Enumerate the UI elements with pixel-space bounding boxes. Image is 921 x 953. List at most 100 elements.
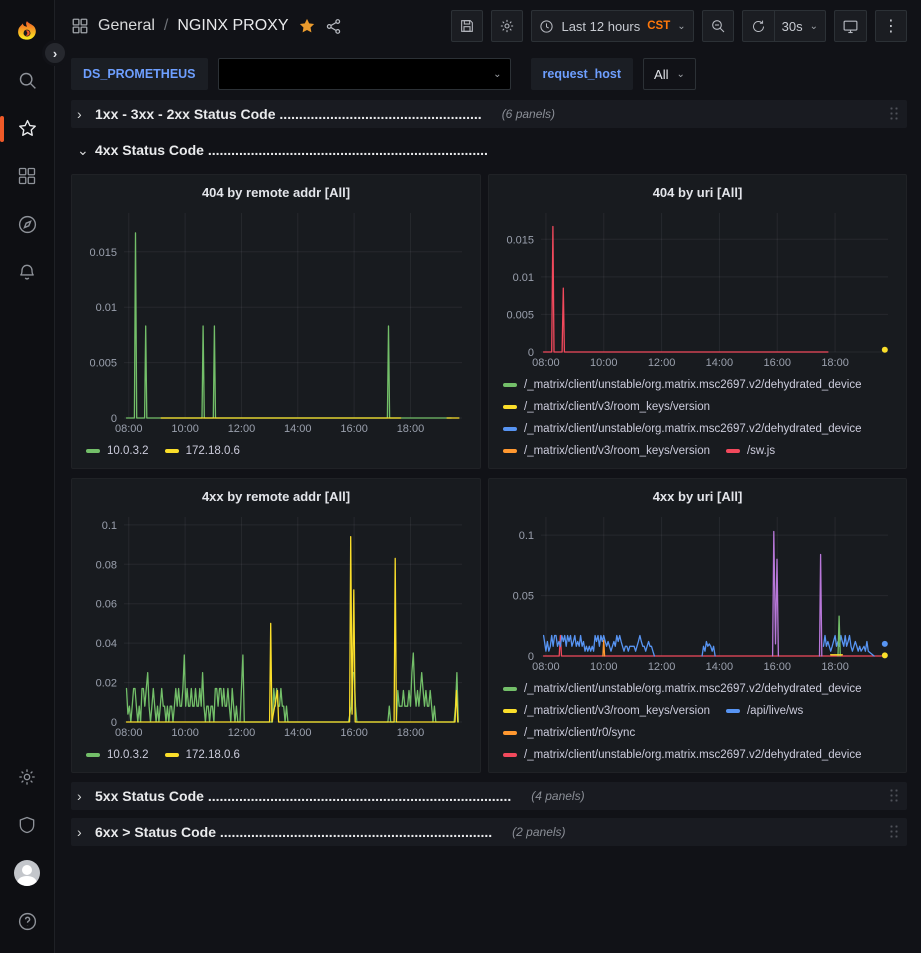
grafana-logo[interactable] [7,12,47,52]
panel-title[interactable]: 4xx by uri [All] [652,488,743,504]
legend-label: /_matrix/client/r0/sync [524,727,636,739]
legend-label: /sw.js [746,445,776,457]
legend-item[interactable]: 10.0.3.2 [86,744,149,766]
svg-text:0.005: 0.005 [506,309,534,321]
save-dashboard-button[interactable] [451,10,484,42]
panel-legend[interactable]: /_matrix/client/unstable/org.matrix.msc2… [497,676,898,766]
svg-text:08:00: 08:00 [532,357,560,369]
dashboards-grid-icon [18,167,36,185]
variables-bar: DS_PROMETHEUS ⌄ request_host All ⌄ [55,52,921,100]
chevron-down-icon: ⌄ [676,68,685,80]
chevron-right-icon: › [77,824,82,840]
row-1xx-3xx-2xx[interactable]: › 1xx - 3xx - 2xx Status Code ..........… [71,100,907,128]
chart-canvas[interactable]: 08:00 10:00 12:00 14:00 16:00 18:00 0 0.02 0.04 0… [80,509,472,742]
legend-item[interactable]: /_matrix/client/v3/room_keys/version [503,440,710,462]
panel-title[interactable]: 4xx by remote addr [All] [201,488,351,504]
time-range-label: Last 12 hours [561,18,641,34]
sidebar-item-server-admin[interactable] [7,805,47,845]
chevron-right-icon: › [77,106,82,122]
chart-canvas[interactable]: 08:00 10:00 12:00 14:00 16:00 18:00 0 0.005 0.01… [497,205,898,372]
variable-ds-prometheus-value[interactable]: ⌄ [217,58,511,90]
favorite-star-icon[interactable] [298,17,316,35]
row-6xx[interactable]: › 6xx > Status Code ....................… [71,818,907,846]
legend-item[interactable]: 172.18.0.6 [164,440,240,462]
svg-text:08:00: 08:00 [115,423,143,435]
legend-item[interactable]: /_matrix/client/r0/sync [503,722,635,744]
svg-text:0.01: 0.01 [513,272,534,284]
legend-item[interactable]: /_matrix/client/unstable/org.matrix.msc2… [503,418,862,440]
clock-icon [540,19,554,33]
svg-text:18:00: 18:00 [821,661,849,673]
chart-canvas[interactable]: 08:00 10:00 12:00 14:00 16:00 18:00 0 0.005 0.01… [80,205,472,438]
row-panel-count: (6 panels) [501,107,556,121]
svg-text:10:00: 10:00 [171,727,199,739]
legend-label: /_matrix/client/unstable/org.matrix.msc2… [524,683,862,695]
legend-item[interactable]: /_matrix/client/unstable/org.matrix.msc2… [503,678,862,700]
cycle-view-button[interactable] [834,10,867,42]
panel-4xx-by-remote-addr: 4xx by remote addr [All] 08:00 10:00 12:00… [71,478,481,773]
legend-item[interactable]: /_matrix/client/unstable/org.matrix.msc2… [503,744,862,766]
panel-legend[interactable]: 10.0.3.2 172.18.0.6 [80,742,472,766]
row-drag-handle[interactable] [889,788,899,804]
grafana-flame-icon [18,21,36,40]
save-icon [461,20,474,32]
sidebar-item-profile[interactable] [7,853,47,893]
request-host-selected: All [654,66,669,82]
svg-text:14:00: 14:00 [706,661,734,673]
svg-text:14:00: 14:00 [706,357,734,369]
svg-text:16:00: 16:00 [763,661,791,673]
legend-item[interactable]: /_matrix/client/v3/room_keys/version [503,700,710,722]
sidebar-item-help[interactable] [7,901,47,941]
sidebar-item-configuration[interactable] [7,757,47,797]
more-options-button[interactable]: ⋮ [875,10,907,42]
legend-swatch [503,427,517,431]
dashboard-settings-button[interactable] [491,10,524,42]
row-drag-handle[interactable] [889,824,899,840]
panel-legend[interactable]: /_matrix/client/unstable/org.matrix.msc2… [497,372,898,462]
compass-icon [18,215,36,233]
legend-item[interactable]: /_matrix/client/unstable/org.matrix.msc2… [503,374,862,396]
refresh-button[interactable] [741,10,774,42]
refresh-interval-select[interactable]: 30s ⌄ [773,10,826,42]
svg-text:16:00: 16:00 [763,357,791,369]
chart-canvas[interactable]: 08:00 10:00 12:00 14:00 16:00 18:00 0 0.05 0.1 [497,509,898,676]
share-icon[interactable] [325,18,342,35]
legend-item[interactable]: 10.0.3.2 [86,440,149,462]
row-drag-handle[interactable] [889,106,899,122]
variable-request-host-label[interactable]: request_host [530,58,634,90]
variable-request-host-value[interactable]: All ⌄ [643,58,696,90]
legend-label: 10.0.3.2 [107,749,149,761]
panel-title[interactable]: 404 by uri [All] [652,184,743,200]
monitor-icon [843,20,858,33]
sidebar-expand-toggle[interactable]: › [42,40,68,66]
sidebar-item-explore[interactable] [7,204,47,244]
settings-gear-icon [501,19,514,33]
sidebar-item-starred[interactable] [0,108,47,148]
svg-text:18:00: 18:00 [397,727,425,739]
legend-label: /api/live/ws [746,705,804,717]
legend-label: /_matrix/client/v3/room_keys/version [524,401,710,413]
apps-icon [72,18,88,34]
legend-item[interactable]: /api/live/ws [725,700,804,722]
sidebar-item-dashboards[interactable] [7,156,47,196]
svg-text:12:00: 12:00 [228,423,256,435]
time-range-picker[interactable]: Last 12 hours CST ⌄ [531,10,694,42]
sidebar-item-search[interactable] [7,60,47,100]
row-title: 5xx Status Code ........................… [95,788,512,804]
sidebar-item-alerting[interactable] [7,252,47,292]
row-4xx[interactable]: ⌄ 4xx Status Code ......................… [71,136,907,164]
breadcrumb-folder[interactable]: General [98,17,155,34]
legend-item[interactable]: /sw.js [725,440,776,462]
row-title: 4xx Status Code ........................… [95,142,488,158]
row-5xx[interactable]: › 5xx Status Code ......................… [71,782,907,810]
panel-404-by-remote-addr: 404 by remote addr [All] 08:00 10:00 12:00… [71,174,481,469]
variable-ds-prometheus-label[interactable]: DS_PROMETHEUS [71,58,208,90]
legend-item[interactable]: 172.18.0.6 [164,744,240,766]
breadcrumb-dashboard-title[interactable]: NGINX PROXY [177,17,289,34]
panel-legend[interactable]: 10.0.3.2 172.18.0.6 [80,438,472,462]
legend-item[interactable]: /_matrix/client/v3/room_keys/version [503,396,710,418]
svg-text:14:00: 14:00 [284,423,312,435]
zoom-out-button[interactable] [701,10,734,42]
panel-title[interactable]: 404 by remote addr [All] [201,184,351,200]
panel-4xx-by-uri: 4xx by uri [All] 08:00 10:00 12:00 14:00 16:… [488,478,907,773]
